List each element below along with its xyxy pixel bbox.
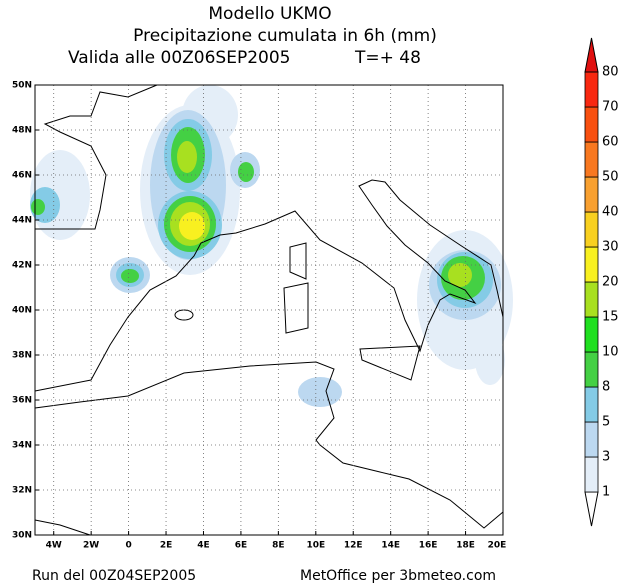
colorbar-segment xyxy=(584,246,599,283)
colorbar-segment xyxy=(584,71,599,108)
lon-tick-label: 6E xyxy=(235,541,247,551)
lon-tick-label: 2E xyxy=(160,541,172,551)
colorbar-segment xyxy=(584,456,599,493)
lat-tick-label: 30N xyxy=(12,531,32,541)
lat-tick-label: 42N xyxy=(12,261,32,271)
colorbar: 1 3 5 8 10 15 20 30 40 50 60 70 80 xyxy=(584,37,619,527)
lon-tick-label: 16E xyxy=(419,541,438,551)
lon-tick-label: 18E xyxy=(456,541,475,551)
lead-time: T=+ 48 xyxy=(354,48,421,68)
precipitation xyxy=(30,85,513,407)
colorbar-segment xyxy=(584,421,599,458)
lon-tick-label: 20E xyxy=(488,541,507,551)
colorbar-segment xyxy=(584,316,599,353)
lat-tick-label: 36N xyxy=(12,396,32,406)
colorbar-label: 8 xyxy=(602,380,610,395)
lat-tick-label: 34N xyxy=(12,441,32,451)
colorbar-segment xyxy=(584,106,599,143)
colorbar-label: 40 xyxy=(602,205,619,220)
lon-tick-label: 8E xyxy=(272,541,284,551)
footer-run: Run del 00Z04SEP2005 xyxy=(32,568,196,584)
colorbar-label: 50 xyxy=(602,170,619,185)
subtitle: Precipitazione cumulata in 6h (mm) xyxy=(133,26,437,46)
map-frame xyxy=(34,84,504,536)
lon-tick-label: 12E xyxy=(344,541,363,551)
lat-tick-label: 46N xyxy=(12,171,32,181)
lat-tick-label: 50N xyxy=(12,81,32,91)
footer-source: MetOffice per 3bmeteo.com xyxy=(300,568,496,584)
colorbar-label: 30 xyxy=(602,240,619,255)
lon-tick-label: 0 xyxy=(125,541,131,551)
lat-tick-label: 48N xyxy=(12,126,32,136)
lon-tick-label: 4E xyxy=(197,541,209,551)
lon-tick-label: 4W xyxy=(46,541,62,551)
lon-tick-label: 14E xyxy=(381,541,400,551)
map xyxy=(30,84,513,536)
colorbar-segment xyxy=(584,281,599,318)
colorbar-label: 10 xyxy=(602,345,619,360)
colorbar-label: 15 xyxy=(602,310,619,325)
colorbar-label: 1 xyxy=(602,485,610,500)
colorbar-label: 70 xyxy=(602,100,619,115)
colorbar-segment xyxy=(584,211,599,248)
title: Modello UKMO xyxy=(208,4,331,24)
colorbar-segment xyxy=(584,176,599,213)
colorbar-label: 60 xyxy=(602,135,619,150)
colorbar-label: 3 xyxy=(602,450,610,465)
grid xyxy=(35,84,504,536)
colorbar-segment xyxy=(584,386,599,423)
lat-tick-label: 38N xyxy=(12,351,32,361)
lat-tick-label: 32N xyxy=(12,486,32,496)
lon-tick-label: 10E xyxy=(306,541,325,551)
lat-tick-label: 40N xyxy=(12,306,32,316)
colorbar-segment xyxy=(584,351,599,388)
colorbar-label: 5 xyxy=(602,415,610,430)
valid-time: Valida alle 00Z06SEP2005 xyxy=(68,48,290,68)
colorbar-segment xyxy=(584,141,599,178)
colorbar-label: 20 xyxy=(602,275,619,290)
lon-tick-label: 2W xyxy=(83,541,99,551)
colorbar-label: 80 xyxy=(602,65,619,80)
lat-tick-label: 44N xyxy=(12,216,32,226)
coastlines xyxy=(34,84,504,536)
colorbar-upper-arrow xyxy=(584,37,599,73)
colorbar-lower-arrow xyxy=(584,491,599,527)
